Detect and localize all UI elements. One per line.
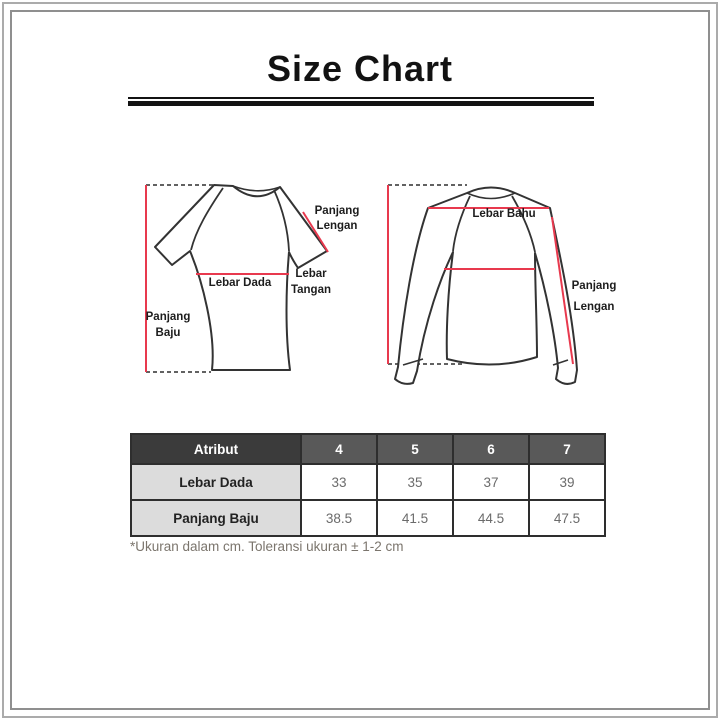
header-cell-size-6: 6 [452,433,530,465]
title-underline [128,97,594,106]
cell-value: 41.5 [376,499,454,537]
panjang-lengan-measure-line [551,216,574,365]
header-cell-size-4: 4 [300,433,378,465]
right-cuff-crease [552,359,569,366]
long-sleeve-shirt-drawing [387,184,578,385]
table-row: Panjang Baju 38.5 41.5 44.5 47.5 [130,499,606,537]
row-label-lebar-dada: Lebar Dada [130,463,302,501]
collar-back-line [232,185,281,192]
label-panjang-lengan-long: Panjang Lengan [571,280,617,313]
title-underline-thick [128,101,594,106]
right-armhole-seam [511,195,536,253]
cell-value: 44.5 [452,499,530,537]
header-cell-size-7: 7 [528,433,606,465]
label-lebar-dada: Lebar Dada [208,277,272,289]
page-title: Size Chart [266,48,454,89]
cell-value: 47.5 [528,499,606,537]
size-tolerance-note: *Ukuran dalam cm. Toleransi ukuran ± 1-2… [130,539,404,554]
title-underline-thin [128,97,594,99]
cell-value: 35 [376,463,454,501]
left-armhole-seam [190,187,224,251]
panjang-lengan-measure-line [302,211,329,253]
cell-value: 33 [300,463,378,501]
cell-value: 38.5 [300,499,378,537]
header-cell-atribut: Atribut [130,433,302,465]
label-lebar-bahu: Lebar Bahu [472,208,536,220]
cell-value: 37 [452,463,530,501]
row-label-panjang-baju: Panjang Baju [130,499,302,537]
left-armhole-seam [452,195,471,252]
table-row: Lebar Dada 33 35 37 39 [130,463,606,501]
size-table: Atribut 4 5 6 7 Lebar Dada 33 35 37 39 P… [130,433,606,537]
label-panjang-lengan-short: Panjang Lengan [314,205,360,232]
cell-value: 39 [528,463,606,501]
left-cuff-crease [402,358,424,366]
label-panjang-baju: Panjang Baju [145,311,191,339]
collar-front-line [466,192,516,200]
table-header-row: Atribut 4 5 6 7 [130,433,606,465]
short-sleeve-shirt-drawing [145,184,329,373]
label-lebar-tangan: Lebar Tangan [290,268,332,296]
right-armhole-seam [273,189,290,252]
header-cell-size-5: 5 [376,433,454,465]
